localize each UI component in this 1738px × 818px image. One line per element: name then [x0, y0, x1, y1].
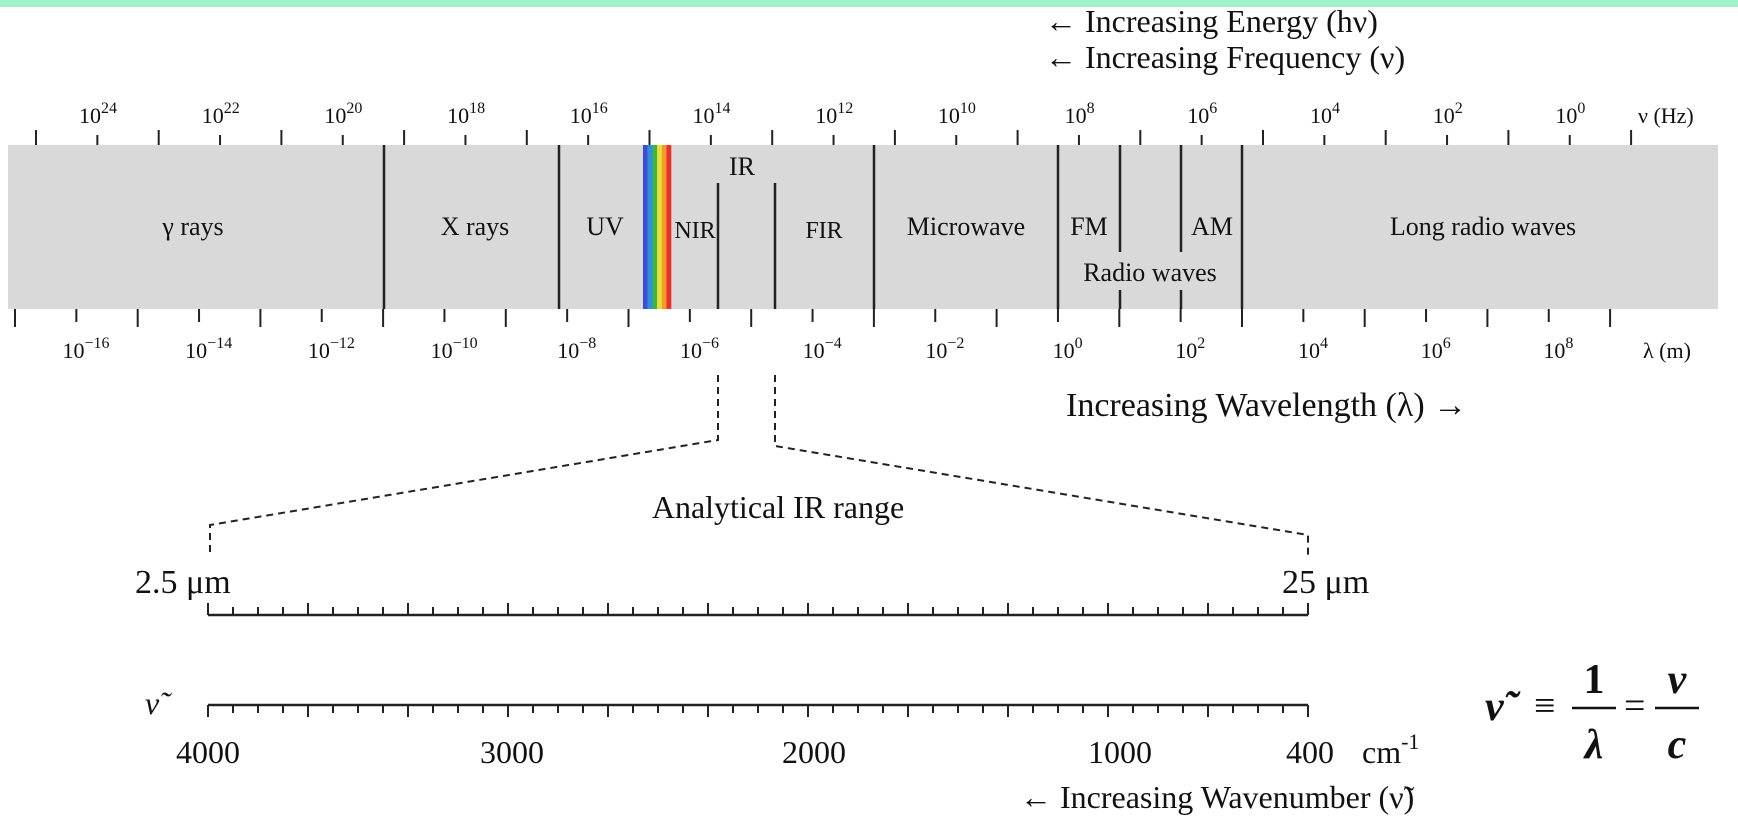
wavenumber-tick-label: 1000	[1088, 734, 1152, 770]
wavelength-tick-label: 106	[1421, 335, 1451, 363]
increasing-wavenumber-arrow: ← Increasing Wavenumber (ν̃)	[1020, 779, 1415, 815]
wavelength-ruler	[207, 603, 1309, 617]
increasing-frequency-arrow: ← Increasing Frequency (ν)	[1045, 39, 1405, 75]
frequency-tick-label: 1018	[447, 100, 485, 128]
band-label-am: AM	[1191, 212, 1233, 241]
visible-spectrum-stripe	[643, 145, 648, 309]
increasing-wavelength-arrow: Increasing Wavelength (λ) →	[1066, 387, 1467, 424]
frequency-axis-unit: ν (Hz)	[1638, 103, 1694, 128]
formula-num2: ν	[1668, 657, 1688, 703]
formula-equals: =	[1624, 685, 1645, 727]
top-accent-bar	[0, 0, 1738, 7]
wavelength-axis-unit: λ (m)	[1643, 338, 1691, 363]
wavelength-tick-label: 108	[1543, 335, 1573, 363]
visible-spectrum-stripe	[666, 145, 672, 309]
visible-spectrum-stripe	[657, 145, 662, 309]
band-label-uv: UV	[586, 212, 624, 241]
frequency-tick-label: 1014	[693, 100, 731, 128]
band-label-radio-waves: Radio waves	[1083, 258, 1217, 287]
frequency-tick-label: 1016	[570, 100, 608, 128]
wavelength-tick-label: 10−14	[185, 335, 232, 363]
range-left-label: 2.5 μm	[135, 564, 231, 601]
frequency-tick-label: 1020	[324, 100, 362, 128]
band-label-microwave: Microwave	[907, 212, 1025, 241]
formula-num1: 1	[1584, 657, 1605, 703]
wavelength-tick-label: 102	[1175, 335, 1205, 363]
wavenumber-tick-label: 3000	[480, 734, 544, 770]
frequency-tick-label: 1022	[202, 100, 240, 128]
wavelength-tick-label: 100	[1053, 335, 1083, 363]
frequency-tick-label: 100	[1555, 100, 1585, 128]
wavelength-tick-label: 10−8	[557, 335, 596, 363]
wavelength-tick-label: 10−12	[308, 335, 355, 363]
band-label-fm: FM	[1070, 212, 1108, 241]
formula-den2: c	[1668, 722, 1687, 768]
wavelength-tick-label: 104	[1298, 335, 1328, 363]
zoom-line-left	[209, 375, 719, 555]
wavenumber-tick-label: 2000	[782, 734, 846, 770]
band-label-fir: FIR	[805, 218, 842, 244]
frequency-tick-label: 108	[1065, 100, 1095, 128]
band-label-ir: IR	[729, 152, 756, 181]
frequency-axis: 1024 1022 1020 1018 1016 1014 1012 1010 108 106 10…	[35, 100, 1633, 145]
visible-spectrum-stripe	[652, 145, 658, 309]
wavelength-tick-label: 10−16	[62, 335, 109, 363]
range-right-label: 25 μm	[1282, 564, 1369, 601]
band-dividers	[382, 145, 1244, 309]
wavelength-tick-label: 10−4	[803, 335, 842, 363]
band-label-xray: X rays	[441, 212, 510, 241]
wavenumber-tick-label: 4000	[176, 734, 240, 770]
wavelength-tick-label: 10−6	[680, 335, 719, 363]
wavenumber-formula: ν̃ ≡ 1 λ = ν c	[1485, 657, 1699, 768]
frequency-tick-label: 106	[1187, 100, 1217, 128]
frequency-tick-label: 1012	[815, 100, 853, 128]
frequency-tick-label: 104	[1310, 100, 1340, 128]
formula-equiv: ≡	[1534, 685, 1555, 727]
frequency-tick-label: 1024	[79, 100, 117, 128]
wavenumber-ruler	[207, 703, 1309, 717]
analytical-range-zoom-lines	[209, 375, 1309, 555]
wavelength-tick-label: 10−10	[431, 335, 478, 363]
band-label-nir: NIR	[674, 218, 715, 244]
increasing-energy-arrow: ← Increasing Energy (hν)	[1045, 3, 1378, 39]
zoom-line-right	[774, 375, 1309, 555]
wavelength-axis: 10−16 10−14 10−12 10−10 10−8 10−6 10−4 10−2 100 1…	[14, 309, 1612, 363]
frequency-tick-label: 1010	[938, 100, 976, 128]
band-label-long-radio: Long radio waves	[1390, 212, 1576, 241]
frequency-tick-label: 102	[1433, 100, 1463, 128]
band-label-gamma: γ rays	[161, 212, 223, 241]
wavenumber-tick-label: 400	[1286, 734, 1334, 770]
formula-den1: λ	[1583, 722, 1604, 768]
wavenumber-symbol: ν̃	[145, 685, 172, 721]
visible-spectrum-stripe	[647, 145, 653, 309]
analytical-ir-range-title: Analytical IR range	[652, 489, 904, 525]
wavelength-tick-label: 10−2	[925, 335, 964, 363]
formula-lhs: ν̃	[1485, 684, 1521, 730]
visible-light-rainbow	[643, 145, 672, 309]
wavenumber-unit: cm-1	[1362, 729, 1419, 770]
spectrum-band	[8, 145, 1718, 309]
visible-spectrum-stripe	[661, 145, 667, 309]
